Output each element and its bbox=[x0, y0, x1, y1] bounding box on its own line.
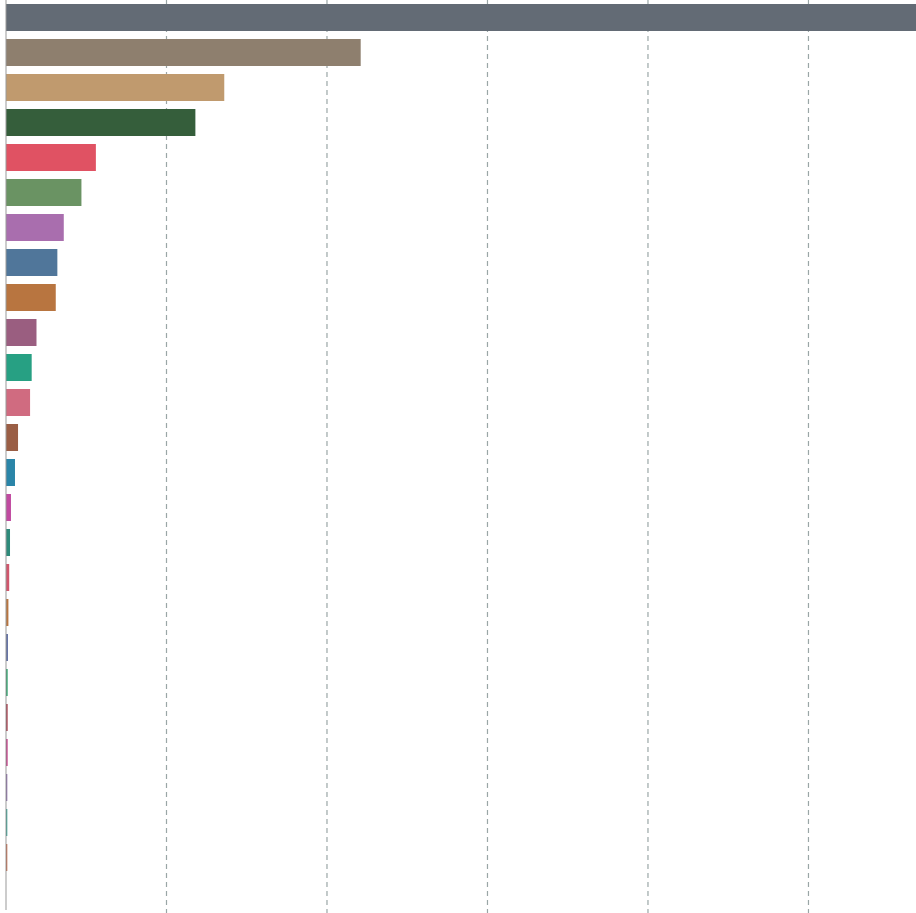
bar bbox=[6, 599, 9, 626]
bar bbox=[6, 809, 8, 836]
bar bbox=[6, 494, 11, 521]
bar bbox=[6, 704, 8, 731]
bar bbox=[6, 284, 56, 311]
bar bbox=[6, 39, 361, 66]
bar bbox=[6, 179, 82, 206]
bar bbox=[6, 214, 64, 241]
bar bbox=[6, 774, 8, 801]
bar bbox=[6, 74, 225, 101]
bar bbox=[6, 354, 32, 381]
bar bbox=[6, 389, 31, 416]
bar bbox=[6, 424, 19, 451]
bar bbox=[6, 669, 8, 696]
bar bbox=[6, 319, 37, 346]
bar bbox=[6, 249, 58, 276]
bar bbox=[6, 144, 96, 171]
bar bbox=[6, 564, 10, 591]
bar bbox=[6, 109, 196, 136]
bar bbox=[6, 529, 11, 556]
bar bbox=[6, 739, 8, 766]
bar bbox=[6, 4, 916, 31]
bar bbox=[6, 634, 8, 661]
bar bbox=[6, 844, 8, 871]
bar bbox=[6, 459, 15, 486]
